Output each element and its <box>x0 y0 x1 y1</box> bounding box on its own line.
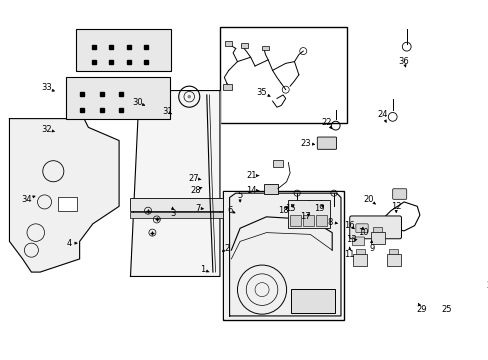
Text: 12: 12 <box>390 202 401 211</box>
Bar <box>288 200 330 228</box>
Bar <box>76 29 170 71</box>
Text: 28: 28 <box>190 186 200 195</box>
Text: 13: 13 <box>346 235 356 244</box>
Text: 6: 6 <box>227 206 233 215</box>
Text: 29: 29 <box>416 305 426 314</box>
Text: 32: 32 <box>41 125 52 134</box>
Text: 35: 35 <box>256 88 267 97</box>
Text: 3: 3 <box>169 209 175 218</box>
FancyBboxPatch shape <box>355 224 367 233</box>
Text: 4: 4 <box>66 239 72 248</box>
Bar <box>225 41 232 46</box>
Bar <box>224 192 341 319</box>
Bar <box>316 215 326 226</box>
Text: 24: 24 <box>376 110 386 119</box>
Bar <box>272 160 283 167</box>
Text: 26: 26 <box>486 281 488 290</box>
FancyBboxPatch shape <box>349 216 401 239</box>
Text: 21: 21 <box>246 171 256 180</box>
Bar <box>130 212 222 218</box>
Text: 14: 14 <box>246 186 256 195</box>
Text: 22: 22 <box>321 118 331 127</box>
Bar <box>386 254 400 266</box>
Text: 18: 18 <box>277 206 288 215</box>
Bar <box>373 228 382 232</box>
Bar <box>223 84 232 90</box>
Bar <box>388 249 397 254</box>
Bar <box>355 249 364 254</box>
Text: 10: 10 <box>357 228 367 237</box>
Text: 31: 31 <box>162 107 172 116</box>
FancyBboxPatch shape <box>392 189 406 199</box>
Text: 20: 20 <box>363 195 373 204</box>
Bar <box>303 215 313 226</box>
Text: 16: 16 <box>344 221 354 230</box>
Circle shape <box>187 95 191 98</box>
Bar <box>130 198 222 211</box>
Bar <box>263 184 277 194</box>
Text: 25: 25 <box>440 305 450 314</box>
Text: 17: 17 <box>300 212 310 221</box>
Text: 9: 9 <box>368 244 373 253</box>
FancyBboxPatch shape <box>352 237 364 246</box>
Text: 27: 27 <box>188 174 199 183</box>
Text: 19: 19 <box>313 204 324 213</box>
Text: 23: 23 <box>300 139 310 148</box>
Bar <box>220 27 346 123</box>
Text: 7: 7 <box>195 203 200 212</box>
Bar <box>58 197 77 211</box>
Text: 36: 36 <box>398 57 408 66</box>
Text: 1: 1 <box>200 265 204 274</box>
Text: 11: 11 <box>344 250 354 259</box>
Bar <box>370 232 384 244</box>
Polygon shape <box>130 91 220 276</box>
Bar <box>241 43 247 48</box>
Text: 33: 33 <box>41 84 52 93</box>
Text: 8: 8 <box>326 217 331 226</box>
Bar <box>352 254 366 266</box>
Bar <box>289 215 300 226</box>
FancyBboxPatch shape <box>317 137 336 149</box>
Text: 34: 34 <box>21 195 32 204</box>
Bar <box>262 46 268 50</box>
Text: 5: 5 <box>237 191 242 200</box>
Polygon shape <box>9 118 119 272</box>
Text: 2: 2 <box>224 244 229 253</box>
Bar <box>66 77 170 118</box>
Text: 15: 15 <box>285 204 295 213</box>
Bar <box>222 190 343 320</box>
Bar <box>290 289 334 313</box>
Text: 30: 30 <box>132 98 142 107</box>
